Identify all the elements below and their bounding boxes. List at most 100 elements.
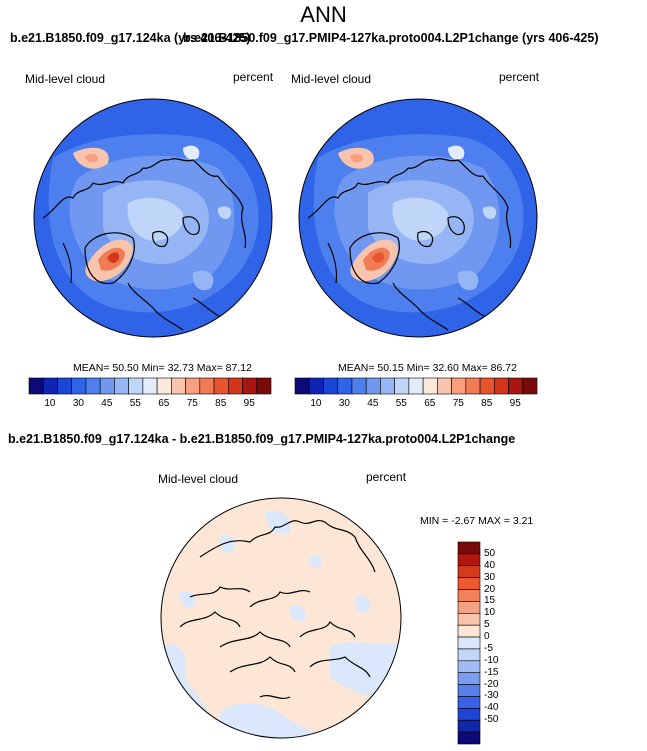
colorbar-swatch xyxy=(323,377,339,395)
diff-colorbar-tick-label: 10 xyxy=(484,607,496,619)
diff-colorbar-tick-label: -20 xyxy=(484,678,499,690)
colorbar-swatch xyxy=(213,377,229,395)
panel1-colorbar-labels: 10 30 45 55 65 75 85 95 xyxy=(29,398,271,412)
diff-colorbar-tick-label: 40 xyxy=(484,559,496,571)
diff-colorbar-swatch xyxy=(457,636,481,650)
colorbar-swatch xyxy=(337,377,353,395)
diff-colorbar-tick-label: 30 xyxy=(484,571,496,583)
max-value: 86.72 xyxy=(490,362,517,374)
left-case-title: b.e21.B1850.f09_g17.124ka (yrs 406-425) xyxy=(10,31,251,45)
diff-colorbar-tick-label: 20 xyxy=(484,583,496,595)
colorbar-swatch xyxy=(128,377,144,395)
colorbar-tick-label: 65 xyxy=(158,398,170,409)
map-border xyxy=(33,98,273,338)
colorbar-swatch xyxy=(57,377,73,395)
colorbar-swatch xyxy=(493,377,509,395)
diff-colorbar-swatch xyxy=(457,708,481,721)
panel1-colorbar xyxy=(28,377,272,395)
colorbar-swatch xyxy=(508,377,524,395)
colorbar-swatch xyxy=(71,377,87,395)
min-label: Min= xyxy=(141,362,165,374)
diff-colorbar-swatch xyxy=(457,553,481,567)
colorbar-swatch xyxy=(308,377,324,395)
min-value: 32.60 xyxy=(432,362,459,374)
diff-colorbar-tick-label: -40 xyxy=(484,702,499,714)
diff-max-label: MAX = xyxy=(478,515,510,527)
diff-colorbar-swatch xyxy=(457,719,481,733)
panel2-polar-map xyxy=(298,98,538,338)
diff-colorbar-swatch xyxy=(457,601,481,614)
diff-colorbar-tick-label: -50 xyxy=(484,714,499,726)
diff-colorbar-swatch xyxy=(457,612,481,626)
diff-colorbar-tick-label: 15 xyxy=(484,595,496,607)
colorbar-tick-label: 75 xyxy=(186,398,198,409)
colorbar-swatch xyxy=(156,377,172,395)
colorbar-swatch xyxy=(85,377,101,395)
diff-colorbar-swatch xyxy=(457,696,481,709)
diff-min-value: -2.67 xyxy=(451,515,476,527)
colorbar-swatch xyxy=(42,377,58,395)
diff-colorbar-swatch xyxy=(457,577,481,590)
colorbar-swatch xyxy=(256,377,272,395)
panel2-colorbar xyxy=(294,377,538,395)
colorbar-swatch xyxy=(171,377,186,395)
diff-variable: Mid-level cloud xyxy=(158,472,239,486)
colorbar-swatch xyxy=(437,377,452,395)
colorbar-swatch xyxy=(142,377,158,395)
colorbar-tick-label: 45 xyxy=(367,398,379,409)
panel2-colorbar-labels: 10 30 45 55 65 75 85 95 xyxy=(295,398,537,412)
colorbar-tick-label: 95 xyxy=(243,398,255,409)
min-value: 32.73 xyxy=(167,362,194,374)
mean-value: 50.15 xyxy=(377,362,404,374)
diff-min-label: MIN = xyxy=(420,515,449,527)
diff-max-value: 3.21 xyxy=(512,515,534,527)
colorbar-tick-label: 55 xyxy=(395,398,407,409)
panel1-units: percent xyxy=(233,70,274,84)
mean-label: MEAN= xyxy=(338,362,375,374)
colorbar-swatch xyxy=(465,377,481,395)
diff-colorbar-swatch xyxy=(457,648,481,662)
colorbar-tick-label: 10 xyxy=(44,398,56,409)
diff-colorbar-tick-label: 5 xyxy=(484,619,490,631)
diff-colorbar-swatch xyxy=(457,731,481,745)
colorbar-tick-label: 10 xyxy=(310,398,322,409)
colorbar-swatch xyxy=(28,377,44,395)
diff-colorbar-swatch xyxy=(457,660,481,674)
right-case-title: b.e21.B1850.f09_g17.PMIP4-127ka.proto004… xyxy=(183,31,599,45)
panel1-polar-map xyxy=(33,98,273,338)
colorbar-tick-label: 85 xyxy=(481,398,493,409)
colorbar-swatch xyxy=(394,377,410,395)
diff-colorbar-tick-label: -30 xyxy=(484,690,499,702)
colorbar-tick-label: 85 xyxy=(215,398,227,409)
colorbar-tick-label: 45 xyxy=(101,398,113,409)
panel1-variable: Mid-level cloud xyxy=(25,72,106,86)
colorbar-swatch xyxy=(351,377,367,395)
diff-colorbar-tick-label: -15 xyxy=(484,666,499,678)
mean-label: MEAN= xyxy=(73,362,110,374)
colorbar-swatch xyxy=(294,377,310,395)
colorbar-swatch xyxy=(380,377,395,395)
colorbar-swatch xyxy=(114,377,129,395)
colorbar-tick-label: 65 xyxy=(424,398,436,409)
max-label: Max= xyxy=(461,362,488,374)
colorbar-tick-label: 95 xyxy=(509,398,521,409)
colorbar-tick-label: 55 xyxy=(129,398,141,409)
diff-colorbar-tick-label: 50 xyxy=(484,547,496,559)
colorbar-tick-label: 30 xyxy=(338,398,350,409)
colorbar-swatch xyxy=(408,377,424,395)
colorbar-swatch xyxy=(227,377,243,395)
diff-colorbar-swatch xyxy=(457,589,481,602)
diff-colorbar-tick-label: 0 xyxy=(484,631,490,643)
panel2-stats: MEAN= 50.15 Min= 32.60 Max= 86.72 xyxy=(338,362,517,374)
colorbar-tick-label: 30 xyxy=(72,398,84,409)
panel2-variable: Mid-level cloud xyxy=(291,72,372,86)
diff-colorbar-swatch xyxy=(457,541,481,555)
colorbar-swatch xyxy=(242,377,258,395)
colorbar-swatch xyxy=(522,377,538,395)
diff-minmax: MIN = -2.67 MAX = 3.21 xyxy=(420,515,533,527)
colorbar-swatch xyxy=(185,377,201,395)
main-title: ANN xyxy=(300,2,347,27)
panel2-units: percent xyxy=(499,70,540,84)
diff-units: percent xyxy=(366,470,407,484)
diff-colorbar-swatch xyxy=(457,684,481,697)
